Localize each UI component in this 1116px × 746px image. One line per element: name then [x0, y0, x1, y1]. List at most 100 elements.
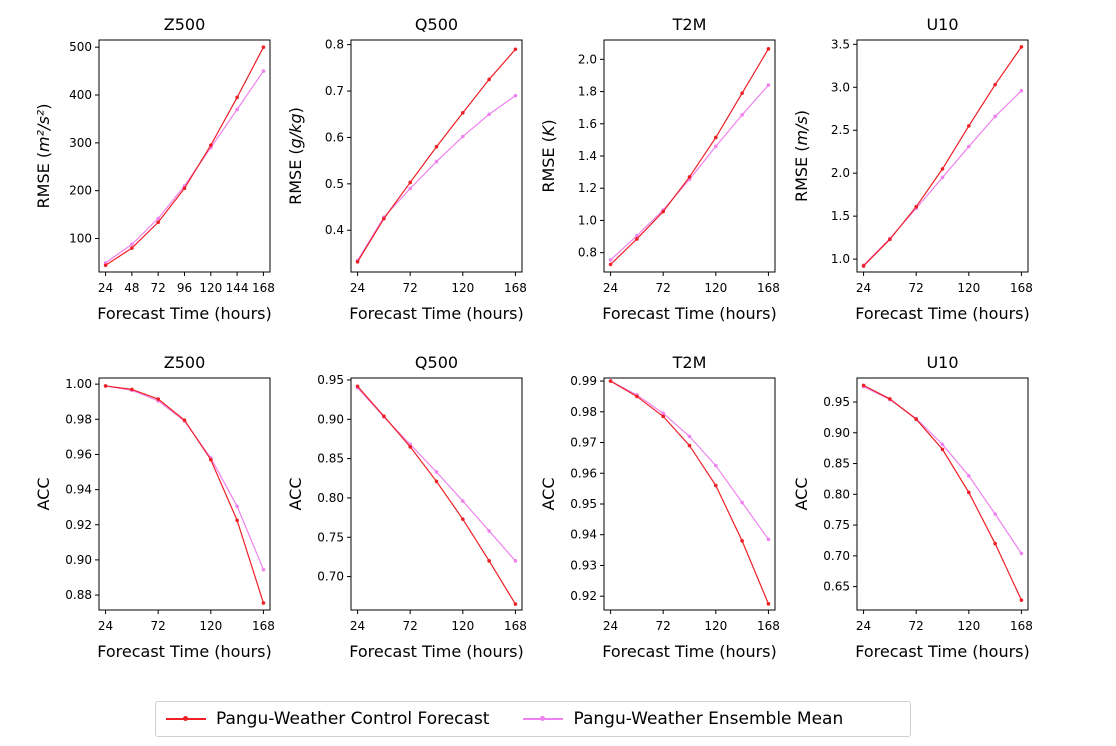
data-point-control: [382, 216, 386, 221]
data-point-control: [487, 77, 491, 82]
data-point-control: [355, 259, 360, 264]
data-point-ensemble: [967, 474, 971, 478]
data-point-control: [687, 175, 692, 179]
y-tick-label: 0.99: [570, 374, 597, 388]
y-tick-label: 300: [69, 136, 92, 150]
data-point-ensemble: [235, 107, 239, 112]
data-point-ensemble: [714, 463, 718, 468]
data-point-control: [740, 539, 744, 543]
series-line-control: [105, 46, 264, 266]
data-point-control: [461, 517, 465, 521]
subplot-5: Z500 24 72 120 168 0.88 0.90 0.92 0.94 0.96 0.98 1.…: [34, 353, 275, 661]
y-tick-label: 0.97: [570, 436, 597, 450]
y-axis-label: RMSE (g/kg): [286, 107, 305, 205]
chart-title: Z500: [164, 15, 206, 34]
data-point-ensemble: [513, 559, 518, 563]
series-line-control: [357, 48, 516, 263]
plot-frame: [856, 39, 1029, 273]
data-point-control: [993, 82, 997, 87]
y-tick-label: 0.90: [65, 553, 92, 567]
data-point-control: [967, 490, 971, 495]
series-line-control: [863, 384, 1022, 601]
x-tick-label: 24: [603, 281, 618, 295]
x-tick-label: 72: [656, 281, 671, 295]
data-point-ensemble: [993, 512, 997, 516]
y-tick-label: 3.0: [831, 80, 850, 94]
data-point-control: [740, 91, 744, 95]
y-tick-label: 0.98: [570, 405, 597, 419]
x-tick-label: 120: [451, 619, 474, 633]
data-point-control: [1019, 598, 1024, 602]
x-tick-label: 48: [124, 281, 139, 295]
data-point-ensemble: [714, 144, 718, 149]
data-point-control: [461, 111, 465, 115]
y-axis-label: ACC: [792, 477, 811, 510]
y-tick-label: 0.8: [325, 38, 344, 52]
y-tick-label: 2.5: [831, 123, 850, 137]
data-point-control: [382, 414, 386, 418]
data-point-control: [766, 602, 771, 606]
data-point-control: [993, 541, 997, 546]
data-point-control: [635, 394, 639, 399]
x-tick-label: 168: [252, 619, 275, 633]
y-tick-label: 0.85: [317, 452, 344, 466]
subplot-1: Z500 24 48 72 96 120 144 168 100 200 300 400 500 Fore…: [34, 15, 275, 323]
series-line-control: [357, 385, 516, 605]
data-point-ensemble: [434, 470, 439, 474]
x-tick-label: 120: [957, 281, 980, 295]
x-axis-label: Forecast Time (hours): [602, 642, 777, 661]
x-tick-label: 168: [757, 619, 780, 633]
x-axis-label: Forecast Time (hours): [97, 304, 272, 323]
data-point-ensemble: [940, 442, 945, 447]
x-tick-label: 168: [252, 281, 275, 295]
chart-title: Q500: [415, 353, 458, 372]
data-point-control: [487, 559, 491, 563]
data-point-control: [434, 144, 439, 149]
subplot-7: T2M 24 72 120 168 0.92 0.93 0.94 0.95 0.96 0.97 0.9…: [539, 353, 780, 661]
series-line-ensemble: [105, 385, 264, 570]
y-axis-label: RMSE (K): [539, 119, 558, 192]
y-tick-label: 0.90: [317, 412, 344, 426]
data-point-control: [103, 263, 108, 268]
x-tick-label: 120: [451, 281, 474, 295]
legend-swatch-ensemble: [523, 713, 564, 725]
data-point-control: [235, 518, 239, 523]
x-tick-label: 24: [350, 281, 365, 295]
x-tick-label: 120: [199, 619, 222, 633]
x-tick-label: 72: [403, 619, 418, 633]
y-tick-label: 1.4: [578, 149, 597, 163]
subplot-3: T2M 24 72 120 168 0.8 1.0 1.2 1.4 1.6 1.8 2.0 Foreca…: [539, 15, 780, 323]
plot-frame: [603, 39, 776, 273]
y-tick-label: 0.70: [823, 549, 850, 563]
chart-title: Q500: [415, 15, 458, 34]
data-point-control: [888, 397, 892, 401]
y-tick-label: 100: [69, 232, 92, 246]
subplot-4: U10 24 72 120 168 1.0 1.5 2.0 2.5 3.0 3.5 Forecast …: [792, 15, 1033, 323]
data-point-control: [434, 479, 439, 484]
y-tick-label: 0.95: [570, 497, 597, 511]
x-tick-label: 72: [151, 619, 166, 633]
y-tick-label: 1.6: [578, 117, 597, 131]
y-tick-label: 0.94: [65, 483, 92, 497]
y-axis-label: RMSE (m/s): [792, 110, 811, 202]
data-point-control: [861, 383, 866, 388]
y-tick-label: 1.8: [578, 85, 597, 99]
x-axis-label: Forecast Time (hours): [855, 642, 1030, 661]
y-tick-label: 2.0: [831, 166, 850, 180]
data-point-control: [408, 445, 412, 449]
subplot-6: Q500 24 72 120 168 0.70 0.75 0.80 0.85 0.90 0.95 Fo…: [286, 353, 527, 661]
data-point-ensemble: [967, 144, 971, 149]
x-axis-label: Forecast Time (hours): [97, 642, 272, 661]
y-tick-label: 2.0: [578, 52, 597, 66]
subplot-2: Q500 24 72 120 168 0.4 0.5 0.6 0.7 0.8 Forecast Ti…: [286, 15, 527, 323]
data-point-ensemble: [740, 113, 744, 117]
data-point-control: [513, 47, 518, 52]
y-tick-label: 0.7: [325, 84, 344, 98]
data-point-ensemble: [408, 186, 412, 191]
x-tick-label: 168: [504, 281, 527, 295]
x-tick-label: 24: [856, 619, 871, 633]
data-point-control: [182, 186, 187, 191]
y-tick-label: 0.75: [823, 518, 850, 532]
legend-item-control: Pangu-Weather Control Forecast: [166, 709, 489, 729]
y-tick-label: 1.00: [65, 377, 92, 391]
